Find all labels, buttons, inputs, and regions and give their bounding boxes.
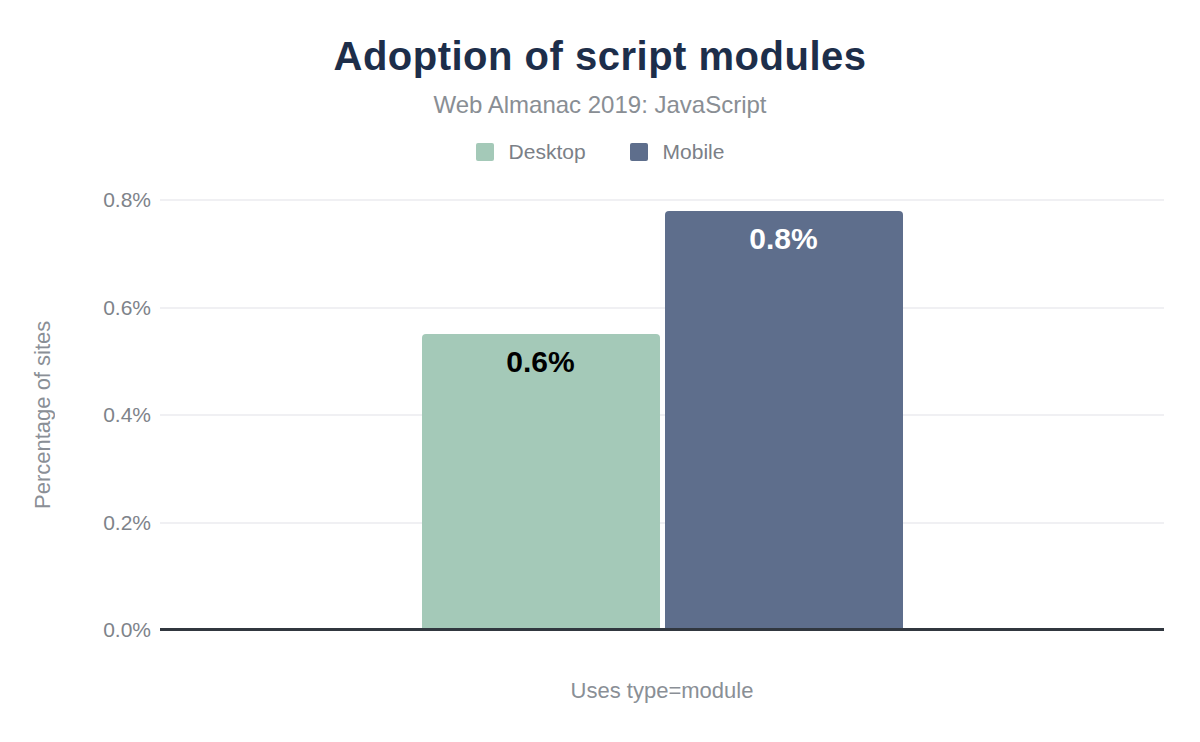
- legend: Desktop Mobile: [0, 140, 1200, 164]
- legend-item-desktop: Desktop: [476, 140, 586, 164]
- bars: 0.6% 0.8%: [160, 200, 1164, 630]
- y-tick-label: 0.6%: [103, 295, 151, 319]
- plot-area: 0.6% 0.8%: [160, 200, 1164, 630]
- bar-mobile[interactable]: 0.8%: [665, 211, 903, 630]
- legend-label: Desktop: [509, 140, 586, 164]
- chart-canvas: Adoption of script modules Web Almanac 2…: [0, 0, 1200, 742]
- y-tick-labels: 0.0% 0.2% 0.4% 0.6% 0.8%: [0, 0, 151, 742]
- legend-label: Mobile: [663, 140, 725, 164]
- y-tick-label: 0.0%: [103, 618, 151, 642]
- bar-value-label: 0.6%: [422, 345, 660, 379]
- bar-value-label: 0.8%: [665, 222, 903, 256]
- x-axis-title: Uses type=module: [160, 678, 1164, 704]
- y-tick-label: 0.8%: [103, 188, 151, 212]
- chart-subtitle: Web Almanac 2019: JavaScript: [0, 91, 1200, 119]
- legend-item-mobile: Mobile: [630, 140, 725, 164]
- y-tick-label: 0.2%: [103, 510, 151, 534]
- chart-title: Adoption of script modules: [0, 34, 1200, 79]
- y-tick-label: 0.4%: [103, 403, 151, 427]
- x-axis-line: [160, 628, 1164, 631]
- legend-swatch-desktop: [476, 143, 494, 161]
- legend-swatch-mobile: [630, 143, 648, 161]
- bar-desktop[interactable]: 0.6%: [422, 334, 660, 630]
